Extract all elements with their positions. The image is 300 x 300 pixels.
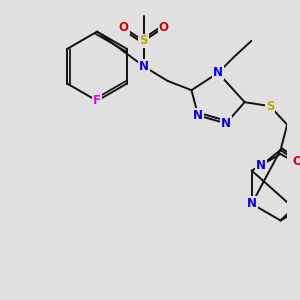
Text: O: O	[158, 21, 169, 34]
Text: O: O	[119, 21, 129, 34]
Text: N: N	[213, 66, 223, 80]
Text: O: O	[293, 155, 300, 169]
Text: N: N	[256, 160, 266, 172]
Text: N: N	[221, 117, 231, 130]
Text: N: N	[193, 109, 203, 122]
Text: S: S	[266, 100, 274, 112]
Text: F: F	[93, 94, 101, 107]
Text: N: N	[139, 60, 148, 73]
Text: N: N	[247, 197, 257, 210]
Text: S: S	[139, 34, 148, 47]
